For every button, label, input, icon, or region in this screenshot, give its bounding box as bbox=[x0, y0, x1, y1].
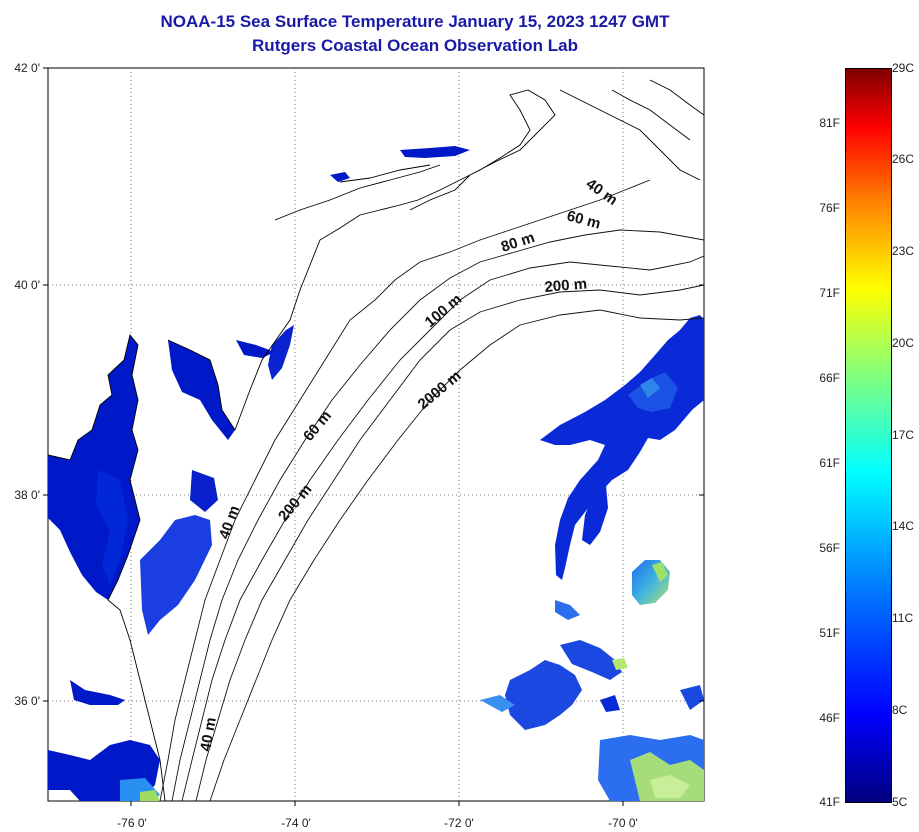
lon-label-70: -70 0' bbox=[608, 816, 638, 830]
colorbar-f-71: 71F bbox=[819, 286, 840, 300]
colorbar-f-51: 51F bbox=[819, 626, 840, 640]
colorbar-f-76: 76F bbox=[819, 201, 840, 215]
colorbar-c-17: 17C bbox=[892, 428, 915, 442]
colorbar-c-29: 29C bbox=[892, 61, 915, 75]
colorbar-c-26: 26C bbox=[892, 152, 915, 166]
map-subtitle: Rutgers Coastal Ocean Observation Lab bbox=[252, 36, 578, 55]
colorbar-c-14: 14C bbox=[892, 519, 915, 533]
colorbar-f-81: 81F bbox=[819, 116, 840, 130]
colorbar-c-11: 11C bbox=[892, 611, 914, 625]
sst-data-coastal bbox=[48, 146, 470, 801]
contour-label-200m-north: 200 m bbox=[544, 275, 588, 296]
colorbar-c-23: 23C bbox=[892, 244, 915, 258]
colorbar-f-46: 46F bbox=[819, 711, 840, 725]
colorbar-c-20: 20C bbox=[892, 336, 915, 350]
lat-label-38: 38 0' bbox=[14, 488, 40, 502]
colorbar-f-56: 56F bbox=[819, 541, 840, 555]
colorbar-c-8: 8C bbox=[892, 703, 908, 717]
lon-label-72: -72 0' bbox=[444, 816, 474, 830]
lon-label-76: -76 0' bbox=[117, 816, 147, 830]
map-title: NOAA-15 Sea Surface Temperature January … bbox=[160, 12, 670, 31]
bathymetry-contours bbox=[159, 179, 704, 801]
colorbar-f-61: 61F bbox=[819, 456, 840, 470]
colorbar-f-41: 41F bbox=[819, 795, 840, 809]
coastline bbox=[48, 79, 704, 801]
lat-label-42: 42 0' bbox=[14, 61, 40, 75]
contour-label-40m-south: 40 m bbox=[197, 716, 220, 753]
colorbar bbox=[845, 68, 892, 803]
lat-label-40: 40 0' bbox=[14, 278, 40, 292]
graticule bbox=[48, 68, 704, 801]
colorbar-f-66: 66F bbox=[819, 371, 840, 385]
colorbar-c-5: 5C bbox=[892, 795, 908, 809]
sst-data-offshore bbox=[480, 315, 704, 801]
axis-ticks bbox=[43, 67, 704, 806]
lat-label-36: 36 0' bbox=[14, 694, 40, 708]
lon-label-74: -74 0' bbox=[281, 816, 311, 830]
